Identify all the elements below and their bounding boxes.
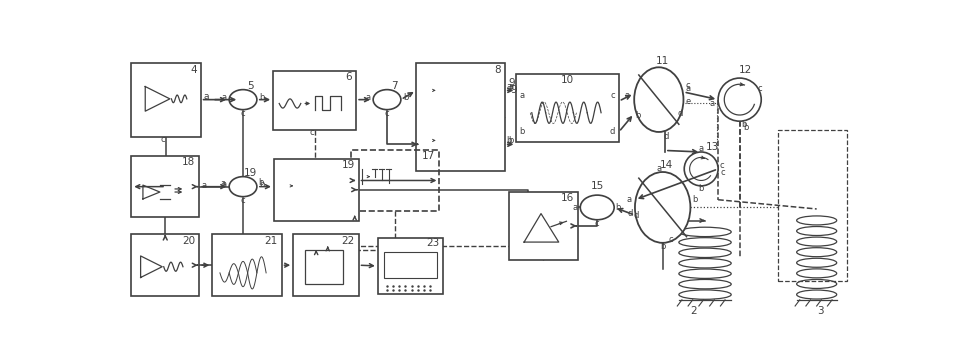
Text: c: c xyxy=(309,128,314,137)
Text: c: c xyxy=(720,168,724,177)
Text: a: a xyxy=(508,82,514,91)
Text: 13: 13 xyxy=(705,142,719,153)
Text: c: c xyxy=(610,90,614,99)
Text: c: c xyxy=(594,219,599,228)
Text: 3: 3 xyxy=(816,306,823,317)
Text: e: e xyxy=(684,97,690,106)
Text: a: a xyxy=(656,164,661,173)
Text: b: b xyxy=(698,185,703,193)
Bar xyxy=(416,64,504,171)
Ellipse shape xyxy=(579,195,613,220)
Text: b: b xyxy=(508,136,514,145)
Text: 9: 9 xyxy=(511,86,516,95)
Text: 23: 23 xyxy=(425,238,439,248)
Text: c: c xyxy=(240,196,245,205)
Text: a: a xyxy=(203,92,209,101)
Bar xyxy=(516,74,618,142)
Bar xyxy=(304,250,343,284)
Text: 19: 19 xyxy=(244,168,257,178)
Ellipse shape xyxy=(634,67,683,132)
Bar xyxy=(508,192,578,260)
Text: b: b xyxy=(519,127,524,136)
Text: a: a xyxy=(222,93,227,102)
Text: 14: 14 xyxy=(659,160,672,170)
Text: 9: 9 xyxy=(508,79,515,88)
Text: a: a xyxy=(519,90,524,99)
Circle shape xyxy=(717,78,761,121)
Text: b: b xyxy=(258,178,264,187)
Text: c: c xyxy=(240,109,245,118)
Text: b: b xyxy=(635,111,641,119)
Text: d: d xyxy=(609,127,614,136)
Text: a: a xyxy=(684,84,689,93)
Text: 19: 19 xyxy=(341,160,355,170)
Text: b: b xyxy=(506,136,512,145)
Text: b: b xyxy=(691,195,697,204)
Text: d: d xyxy=(676,109,682,118)
Text: d: d xyxy=(633,211,639,220)
Text: c: c xyxy=(161,135,165,144)
Text: 17: 17 xyxy=(422,151,435,161)
Text: a: a xyxy=(626,195,631,204)
Bar xyxy=(293,235,359,296)
Ellipse shape xyxy=(229,90,257,110)
Text: a: a xyxy=(573,203,578,212)
Text: c: c xyxy=(757,83,762,92)
Text: 2: 2 xyxy=(690,306,696,317)
Text: a: a xyxy=(506,82,511,91)
Text: c: c xyxy=(684,81,689,90)
Text: 12: 12 xyxy=(738,65,752,75)
Text: 4: 4 xyxy=(190,65,197,75)
Bar xyxy=(777,131,847,281)
Text: 21: 21 xyxy=(265,236,277,246)
Text: c: c xyxy=(668,235,672,244)
Bar xyxy=(131,235,199,296)
Text: a: a xyxy=(709,99,714,108)
Ellipse shape xyxy=(373,90,400,110)
Text: 7: 7 xyxy=(391,81,397,91)
Text: 18: 18 xyxy=(182,157,195,167)
Text: d: d xyxy=(627,209,632,218)
Text: d: d xyxy=(663,132,669,141)
Bar xyxy=(212,235,281,296)
Bar xyxy=(131,156,199,217)
Bar xyxy=(384,252,437,278)
Text: 5: 5 xyxy=(247,81,254,91)
Text: c: c xyxy=(719,161,724,170)
Text: 8: 8 xyxy=(494,65,500,75)
Text: a: a xyxy=(698,144,703,154)
Text: b: b xyxy=(742,123,747,132)
Text: 20: 20 xyxy=(182,236,195,246)
Circle shape xyxy=(683,152,717,186)
Text: b: b xyxy=(615,203,620,212)
Text: 11: 11 xyxy=(655,56,669,66)
Text: b: b xyxy=(659,242,665,251)
Text: 10: 10 xyxy=(560,75,574,86)
Text: 16: 16 xyxy=(560,193,574,203)
Text: a: a xyxy=(221,179,226,188)
Text: 22: 22 xyxy=(341,236,355,246)
Text: a: a xyxy=(202,180,206,190)
Text: b: b xyxy=(259,93,265,102)
Text: c: c xyxy=(385,109,389,118)
Bar xyxy=(351,150,439,211)
Text: b: b xyxy=(403,93,408,102)
Bar xyxy=(273,159,359,221)
Bar xyxy=(131,64,201,136)
Text: b: b xyxy=(259,180,265,189)
Bar xyxy=(377,238,443,294)
Bar xyxy=(273,71,356,131)
Ellipse shape xyxy=(635,172,690,243)
Text: b: b xyxy=(740,120,745,129)
Text: 15: 15 xyxy=(590,181,604,191)
Text: a: a xyxy=(365,93,370,102)
Text: a: a xyxy=(624,91,629,100)
Ellipse shape xyxy=(229,177,257,196)
Text: 6: 6 xyxy=(345,72,352,82)
Text: a: a xyxy=(222,180,227,189)
